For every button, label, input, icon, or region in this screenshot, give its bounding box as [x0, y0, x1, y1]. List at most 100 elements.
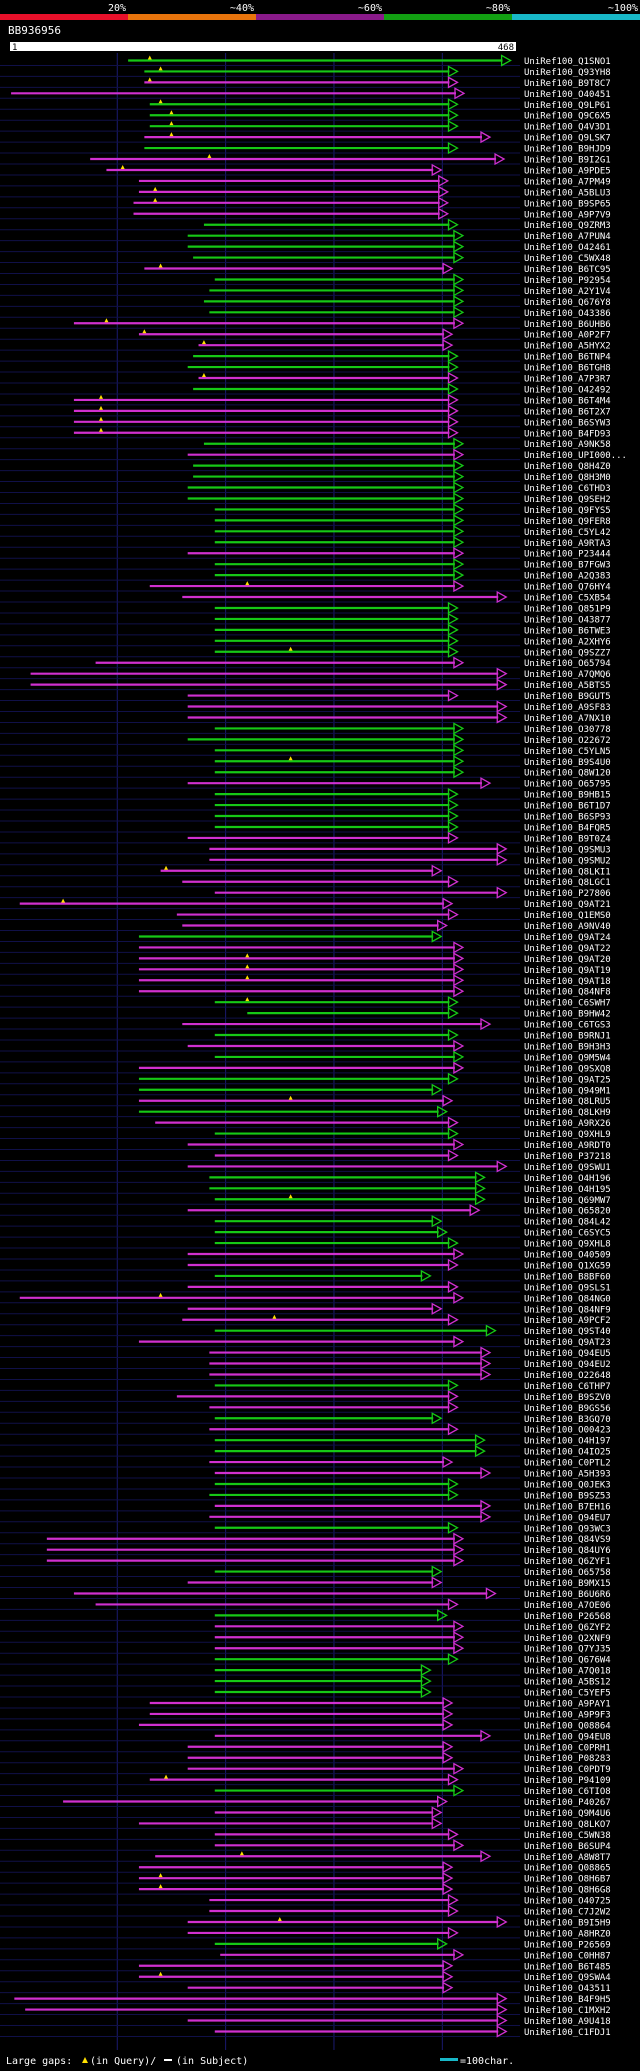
hit-label[interactable]: UniRef100_Q8H4Z0 — [524, 462, 611, 472]
hit-label[interactable]: UniRef100_Q851P9 — [524, 604, 611, 614]
hit-label[interactable]: UniRef100_P92954 — [524, 276, 611, 286]
hit-label[interactable]: UniRef100_O65795 — [524, 780, 611, 790]
hit-label[interactable]: UniRef100_C0PRH1 — [524, 1743, 611, 1753]
hit-label[interactable]: UniRef100_C5YEF5 — [524, 1689, 611, 1699]
hit-label[interactable]: UniRef100_C6THD3 — [524, 484, 611, 494]
hit-label[interactable]: UniRef100_B6TNP4 — [524, 353, 611, 363]
hit-label[interactable]: UniRef100_A9PAY1 — [524, 1699, 611, 1709]
hit-label[interactable]: UniRef100_B6T2X7 — [524, 407, 611, 417]
hit-label[interactable]: UniRef100_Q08864 — [524, 1721, 611, 1731]
hit-label[interactable]: UniRef100_B9SZV0 — [524, 1393, 611, 1403]
hit-label[interactable]: UniRef100_B6T485 — [524, 1962, 611, 1972]
hit-label[interactable]: UniRef100_O43877 — [524, 615, 611, 625]
hit-label[interactable]: UniRef100_A9RTA3 — [524, 539, 611, 549]
hit-label[interactable]: UniRef100_O43386 — [524, 309, 611, 319]
hit-label[interactable]: UniRef100_B6SP93 — [524, 813, 611, 823]
hit-label[interactable]: UniRef100_O00423 — [524, 1426, 611, 1436]
hit-label[interactable]: UniRef100_Q9AT20 — [524, 955, 611, 965]
hit-label[interactable]: UniRef100_Q76HY4 — [524, 583, 611, 593]
hit-label[interactable]: UniRef100_C1MXH2 — [524, 2006, 611, 2016]
hit-label[interactable]: UniRef100_B4FQR5 — [524, 823, 611, 833]
hit-label[interactable]: UniRef100_B9H3H3 — [524, 1042, 611, 1052]
hit-label[interactable]: UniRef100_Q949M1 — [524, 1086, 611, 1096]
hit-label[interactable]: UniRef100_Q69MW7 — [524, 1196, 611, 1206]
hit-label[interactable]: UniRef100_Q676W4 — [524, 1656, 611, 1666]
hit-label[interactable]: UniRef100_Q9ST40 — [524, 1327, 611, 1337]
hit-label[interactable]: UniRef100_Q84L42 — [524, 1218, 611, 1228]
hit-label[interactable]: UniRef100_C0PTL2 — [524, 1459, 611, 1469]
hit-label[interactable]: UniRef100_O43511 — [524, 1984, 611, 1994]
hit-label[interactable]: UniRef100_Q9XHL9 — [524, 1130, 611, 1140]
hit-label[interactable]: UniRef100_A9NV40 — [524, 922, 611, 932]
hit-label[interactable]: UniRef100_B9MX15 — [524, 1579, 611, 1589]
hit-label[interactable]: UniRef100_A2XHY6 — [524, 637, 611, 647]
hit-label[interactable]: UniRef100_C0HH87 — [524, 1951, 611, 1961]
hit-label[interactable]: UniRef100_Q9FER8 — [524, 517, 611, 527]
hit-label[interactable]: UniRef100_A2Q383 — [524, 572, 611, 582]
hit-label[interactable]: UniRef100_Q1SNO1 — [524, 57, 611, 67]
hit-label[interactable]: UniRef100_A2Y1V4 — [524, 287, 611, 297]
hit-label[interactable]: UniRef100_P27806 — [524, 889, 611, 899]
hit-label[interactable]: UniRef100_B6T1D7 — [524, 802, 611, 812]
hit-label[interactable]: UniRef100_B9GUT5 — [524, 692, 611, 702]
hit-label[interactable]: UniRef100_C6TIO8 — [524, 1787, 611, 1797]
hit-label[interactable]: UniRef100_Q9SWA4 — [524, 1973, 611, 1983]
hit-label[interactable]: UniRef100_A7NX10 — [524, 714, 611, 724]
hit-label[interactable]: UniRef100_B9RNJ1 — [524, 1032, 611, 1042]
hit-label[interactable]: UniRef100_Q0JEK3 — [524, 1480, 611, 1490]
hit-label[interactable]: UniRef100_B3GQ70 — [524, 1415, 611, 1425]
hit-label[interactable]: UniRef100_B9I2G1 — [524, 156, 611, 166]
hit-label[interactable]: UniRef100_Q8W120 — [524, 769, 611, 779]
hit-label[interactable]: UniRef100_B9T0Z4 — [524, 834, 611, 844]
hit-label[interactable]: UniRef100_C7J2W2 — [524, 1908, 611, 1918]
hit-label[interactable]: UniRef100_B9S4U0 — [524, 758, 611, 768]
hit-label[interactable]: UniRef100_P26569 — [524, 1940, 611, 1950]
hit-label[interactable]: UniRef100_O8H6B7 — [524, 1875, 611, 1885]
hit-label[interactable]: UniRef100_A7P3R7 — [524, 375, 611, 385]
hit-label[interactable]: UniRef100_Q6ZYF1 — [524, 1557, 611, 1567]
hit-label[interactable]: UniRef100_B9I5H9 — [524, 1918, 611, 1928]
hit-label[interactable]: UniRef100_A5BS12 — [524, 1678, 611, 1688]
hit-label[interactable]: UniRef100_A9SF83 — [524, 703, 611, 713]
hit-label[interactable]: UniRef100_C6TGS3 — [524, 1021, 611, 1031]
hit-label[interactable]: UniRef100_O42461 — [524, 243, 611, 253]
hit-label[interactable]: UniRef100_Q9XHL8 — [524, 1240, 611, 1250]
hit-label[interactable]: UniRef100_Q8LGC1 — [524, 878, 611, 888]
hit-label[interactable]: UniRef100_O4H196 — [524, 1174, 611, 1184]
hit-label[interactable]: UniRef100_Q65820 — [524, 1207, 611, 1217]
hit-label[interactable]: UniRef100_Q9ZRM3 — [524, 221, 611, 231]
hit-label[interactable]: UniRef100_C5YLN5 — [524, 747, 611, 757]
hit-label[interactable]: UniRef100_B9HW42 — [524, 1010, 611, 1020]
hit-label[interactable]: UniRef100_Q8H3M0 — [524, 473, 611, 483]
hit-label[interactable]: UniRef100_B6TC95 — [524, 265, 611, 275]
hit-label[interactable]: UniRef100_A9PCF2 — [524, 1316, 611, 1326]
hit-label[interactable]: UniRef100_B6TGH8 — [524, 364, 611, 374]
hit-label[interactable]: UniRef100_O22648 — [524, 1371, 611, 1381]
hit-label[interactable]: UniRef100_C0PDT9 — [524, 1765, 611, 1775]
hit-label[interactable]: UniRef100_Q93YH8 — [524, 68, 611, 78]
hit-label[interactable]: UniRef100_C5WN38 — [524, 1831, 611, 1841]
hit-label[interactable]: UniRef100_O30778 — [524, 725, 611, 735]
hit-label[interactable]: UniRef100_Q9C6X5 — [524, 112, 611, 122]
hit-label[interactable]: UniRef100_Q9LP61 — [524, 101, 611, 111]
hit-label[interactable]: UniRef100_A9P7V9 — [524, 210, 611, 220]
hit-label[interactable]: UniRef100_A7Q018 — [524, 1667, 611, 1677]
hit-label[interactable]: UniRef100_A8W8T7 — [524, 1853, 611, 1863]
hit-label[interactable]: UniRef100_Q9LSK7 — [524, 134, 611, 144]
hit-label[interactable]: UniRef100_Q9M4U6 — [524, 1809, 611, 1819]
hit-label[interactable]: UniRef100_Q4V3D1 — [524, 123, 611, 133]
hit-label[interactable]: UniRef100_UPI000... — [524, 451, 627, 461]
hit-label[interactable]: UniRef100_O40451 — [524, 90, 611, 100]
hit-label[interactable]: UniRef100_P37218 — [524, 1152, 611, 1162]
hit-label[interactable]: UniRef100_C6SWH7 — [524, 999, 611, 1009]
hit-label[interactable]: UniRef100_Q84NF8 — [524, 988, 611, 998]
hit-label[interactable]: UniRef100_Q9SZZ7 — [524, 648, 611, 658]
hit-label[interactable]: UniRef100_C5XB54 — [524, 594, 611, 604]
hit-label[interactable]: UniRef100_P23444 — [524, 550, 611, 560]
hit-label[interactable]: UniRef100_Q8LKH9 — [524, 1108, 611, 1118]
hit-label[interactable]: UniRef100_A7OE06 — [524, 1601, 611, 1611]
hit-label[interactable]: UniRef100_A5BLU3 — [524, 188, 611, 198]
hit-label[interactable]: UniRef100_Q94EU7 — [524, 1513, 611, 1523]
hit-label[interactable]: UniRef100_Q8H6G8 — [524, 1886, 611, 1896]
hit-label[interactable]: UniRef100_B6T4M4 — [524, 396, 611, 406]
